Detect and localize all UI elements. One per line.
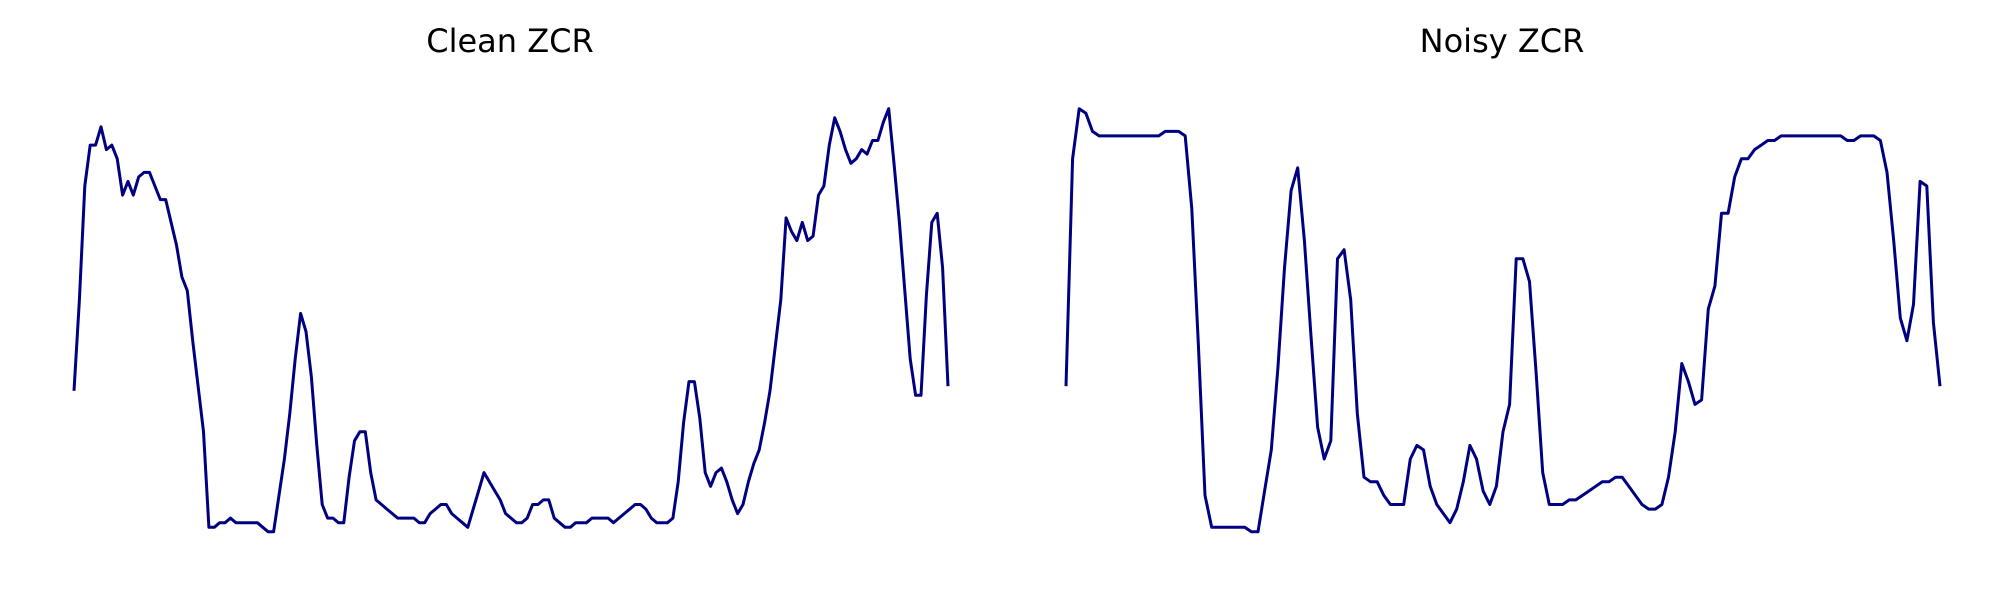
line-plot [72,107,950,534]
chart-title: Clean ZCR [426,22,594,60]
chart-panel-noisy: Noisy ZCR [1052,0,1952,600]
chart-title: Noisy ZCR [1419,22,1585,60]
series-line [1064,107,1942,534]
chart-panel-clean: Clean ZCR [60,0,960,600]
series-line [72,107,950,534]
line-plot [1064,107,1942,534]
